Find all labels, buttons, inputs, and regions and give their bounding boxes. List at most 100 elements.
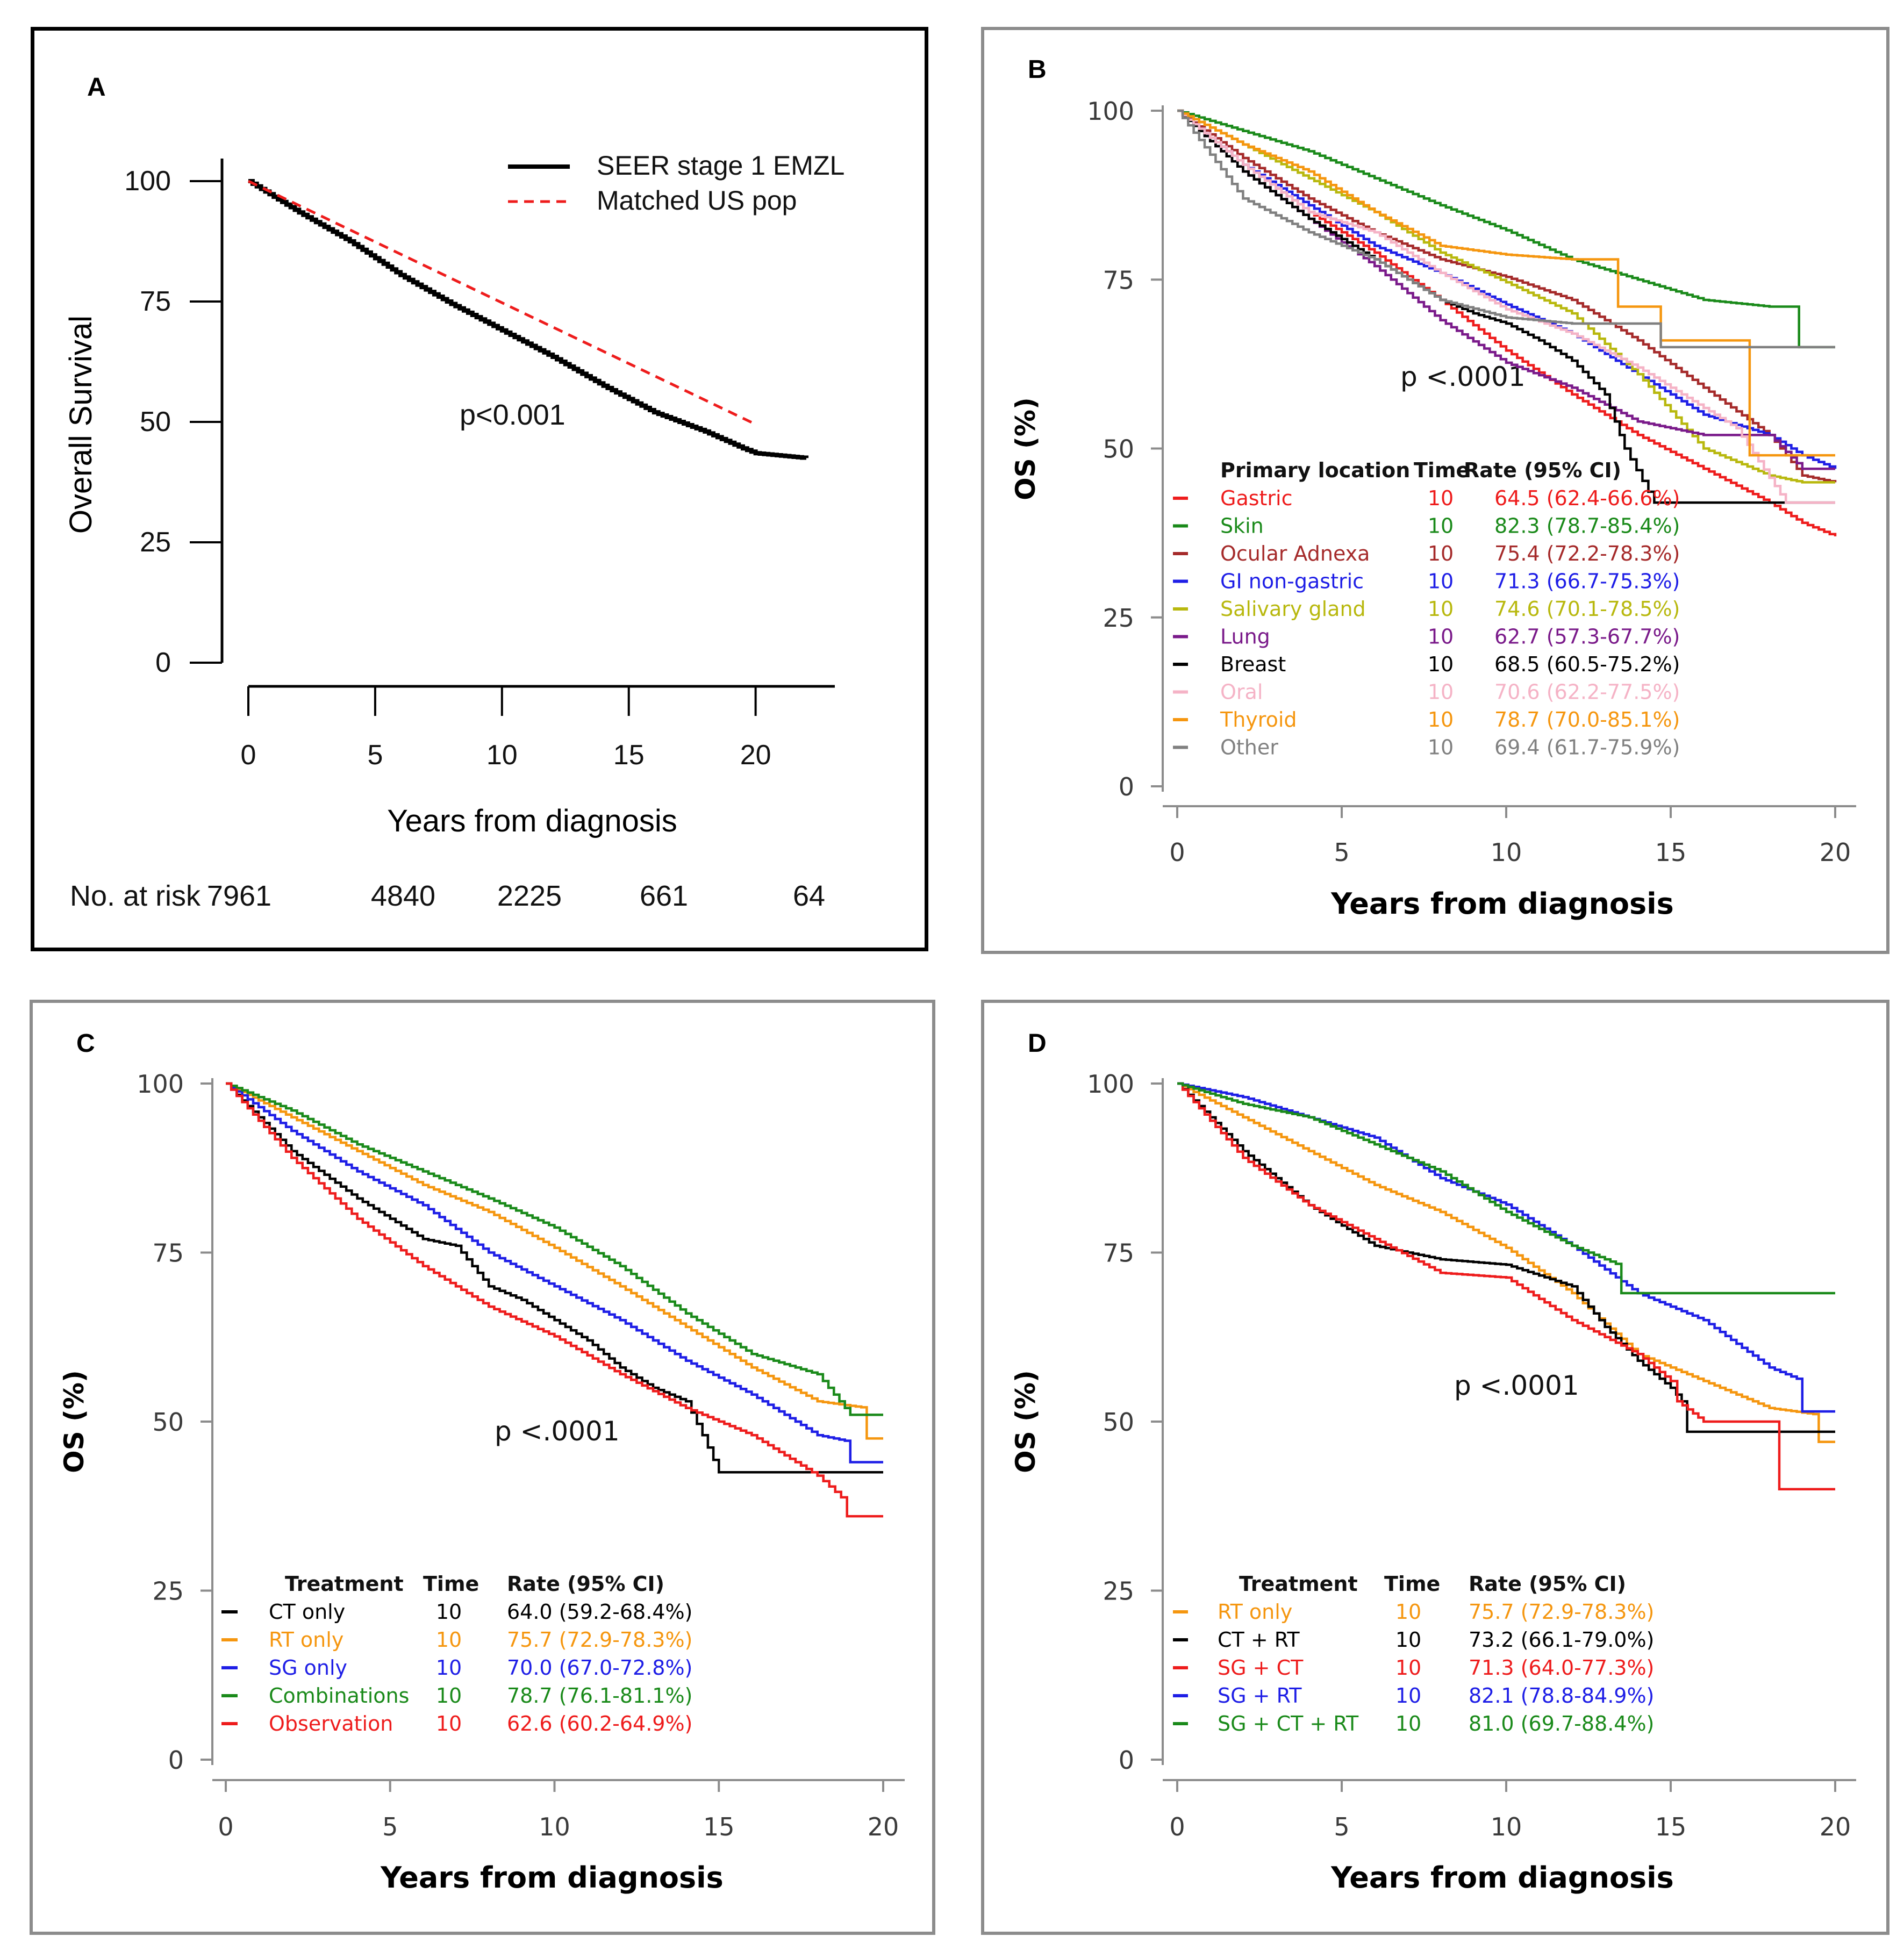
panel-B-y-axis-title: OS (%) <box>1010 397 1041 500</box>
panel-C-legend-name: CT only <box>269 1600 345 1624</box>
panel-D-legend-rate: 82.1 (78.8-84.9%) <box>1469 1684 1654 1708</box>
panel-B-ytick-label: 100 <box>1087 97 1134 126</box>
panel-B-ytick-label: 0 <box>1119 772 1134 801</box>
panel-C-legend-header: Time <box>423 1572 479 1596</box>
panel-A-risk-label: No. at risk <box>70 880 201 912</box>
panel-C-legend-header: Rate (95% CI) <box>507 1572 664 1596</box>
panel-D-curve-rt-only <box>1177 1082 1835 1443</box>
panel-B-legend-name: Skin <box>1220 514 1264 538</box>
panel-D-p-value: p <.0001 <box>1454 1370 1579 1401</box>
panel-B-curve-ocular-adnexa <box>1177 109 1837 483</box>
panel-D-legend-name: SG + RT <box>1218 1684 1302 1708</box>
panel-C-ytick-label: 25 <box>152 1577 184 1606</box>
panel-B-legend-rate: 62.7 (57.3-67.7%) <box>1494 625 1680 649</box>
panel-A-p-value: p<0.001 <box>460 399 566 431</box>
panel-B-legend-rate: 78.7 (70.0-85.1%) <box>1494 708 1680 731</box>
panel-D-xtick-label: 20 <box>1820 1812 1851 1841</box>
panel-B-legend-name: Other <box>1220 736 1278 759</box>
panel-C-p-value: p <.0001 <box>495 1416 620 1447</box>
panel-B-legend-name: Thyroid <box>1220 708 1297 731</box>
panel-D-curve-sg-rt <box>1177 1082 1835 1413</box>
panel-B-legend-name: Salivary gland <box>1220 597 1366 621</box>
panel-B-p-value: p <.0001 <box>1400 361 1526 392</box>
panel-A-risk-count: 4840 <box>371 880 435 912</box>
panel-C-legend-rate: 62.6 (60.2-64.9%) <box>507 1712 692 1735</box>
panel-B-legend-rate: 64.5 (62.4-66.6%) <box>1494 486 1680 510</box>
panel-C-legend-time: 10 <box>436 1656 462 1680</box>
panel-B-curve-skin <box>1177 109 1835 349</box>
panel-A-ytick-label: 100 <box>124 166 171 197</box>
panel-A-risk-count: 7961 <box>207 880 271 912</box>
panel-D-curve-sg-ct <box>1177 1082 1835 1491</box>
panel-D-xtick-label: 5 <box>1334 1812 1349 1841</box>
panel-D-legend-rate: 71.3 (64.0-77.3%) <box>1469 1656 1654 1680</box>
panel-C-x-axis-title: Years from diagnosis <box>380 1861 724 1895</box>
panel-D-ytick-label: 0 <box>1119 1746 1134 1775</box>
panel-B-legend-header: Time <box>1414 458 1470 482</box>
panel-B-curve-other <box>1177 109 1835 349</box>
panel-B-ytick-label: 75 <box>1103 266 1134 295</box>
panel-B-legend-header: Rate (95% CI) <box>1464 458 1621 482</box>
panel-C-curve-combinations <box>226 1082 883 1416</box>
panel-D-legend-header: Time <box>1384 1572 1440 1596</box>
panel-B-legend-time: 10 <box>1428 708 1454 731</box>
panel-C-ytick-label: 100 <box>137 1070 184 1099</box>
panel-C-legend-rate: 78.7 (76.1-81.1%) <box>507 1684 692 1708</box>
panel-A-y-axis-title: Overall Survival <box>63 315 98 534</box>
panel-A-ytick-label: 75 <box>140 286 171 317</box>
panel-B-curve-salivary-gland <box>1177 109 1835 484</box>
panel-C-legend-rate: 75.7 (72.9-78.3%) <box>507 1628 692 1652</box>
panel-D-legend-name: RT only <box>1218 1600 1292 1624</box>
panel-B-curve-thyroid <box>1177 109 1835 457</box>
panel-B-xtick-label: 5 <box>1334 838 1349 867</box>
panel-B-legend-time: 10 <box>1428 542 1454 565</box>
panel-A-ytick-label: 50 <box>140 406 171 437</box>
panel-C-curve-ct-only <box>226 1082 883 1474</box>
panel-B-ytick-label: 25 <box>1103 604 1134 633</box>
panel-C-ytick-label: 75 <box>152 1239 184 1268</box>
panel-A-risk-count: 64 <box>793 880 825 912</box>
panel-A-label: A <box>87 73 106 102</box>
panel-B-legend-name: Ocular Adnexa <box>1220 542 1370 565</box>
panel-D-legend-time: 10 <box>1395 1684 1421 1708</box>
panel-C-ytick-label: 50 <box>152 1408 184 1437</box>
panel-D-x-axis-title: Years from diagnosis <box>1330 1861 1674 1895</box>
panel-D-ytick-label: 50 <box>1103 1408 1134 1437</box>
panel-C-legend-time: 10 <box>436 1712 462 1735</box>
panel-B-legend-time: 10 <box>1428 486 1454 510</box>
panel-A-legend-label: Matched US pop <box>597 185 797 216</box>
panel-A-xtick-label: 5 <box>367 740 383 771</box>
panel-D-xtick-label: 10 <box>1491 1812 1522 1841</box>
panel-D-legend-rate: 75.7 (72.9-78.3%) <box>1469 1600 1654 1624</box>
panel-B-legend-header: Primary location <box>1220 458 1410 482</box>
panel-A-legend-label: SEER stage 1 EMZL <box>597 150 844 181</box>
panel-D-legend-time: 10 <box>1395 1628 1421 1652</box>
panel-B-legend-name: Lung <box>1220 625 1270 649</box>
panel-D-y-axis-title: OS (%) <box>1010 1370 1041 1473</box>
panel-B-curve-oral <box>1177 109 1835 504</box>
panel-D-legend-time: 10 <box>1395 1600 1421 1624</box>
panel-D-legend-name: SG + CT <box>1218 1656 1304 1680</box>
panel-B-legend-rate: 71.3 (66.7-75.3%) <box>1494 570 1680 593</box>
panel-A-xtick-label: 0 <box>241 740 256 771</box>
panel-B-legend-rate: 68.5 (60.5-75.2%) <box>1494 652 1680 676</box>
panel-D-ytick-label: 75 <box>1103 1239 1134 1268</box>
panel-B-legend-rate: 75.4 (72.2-78.3%) <box>1494 542 1680 565</box>
panel-B-curve-gi-non-gastric <box>1177 109 1837 469</box>
panel-C-y-axis-title: OS (%) <box>59 1370 90 1473</box>
panel-C-xtick-label: 0 <box>218 1812 233 1841</box>
panel-B-curve-lung <box>1177 109 1835 470</box>
panel-B-xtick-label: 0 <box>1169 838 1185 867</box>
panel-B-label: B <box>1028 55 1047 84</box>
panel-B-xtick-label: 20 <box>1820 838 1851 867</box>
panel-B-legend-name: Oral <box>1220 680 1263 704</box>
panel-B-legend-name: GI non-gastric <box>1220 570 1364 593</box>
panel-C-legend-header: Treatment <box>285 1572 404 1596</box>
panel-B-legend-time: 10 <box>1428 736 1454 759</box>
panel-A-ytick-label: 25 <box>140 527 171 558</box>
panel-D-ytick-label: 100 <box>1087 1070 1134 1099</box>
panel-A-xtick-label: 15 <box>613 740 645 771</box>
panel-B-legend-rate: 70.6 (62.2-77.5%) <box>1494 680 1680 704</box>
panel-A-risk-count: 2225 <box>497 880 562 912</box>
panel-B-legend-time: 10 <box>1428 597 1454 621</box>
